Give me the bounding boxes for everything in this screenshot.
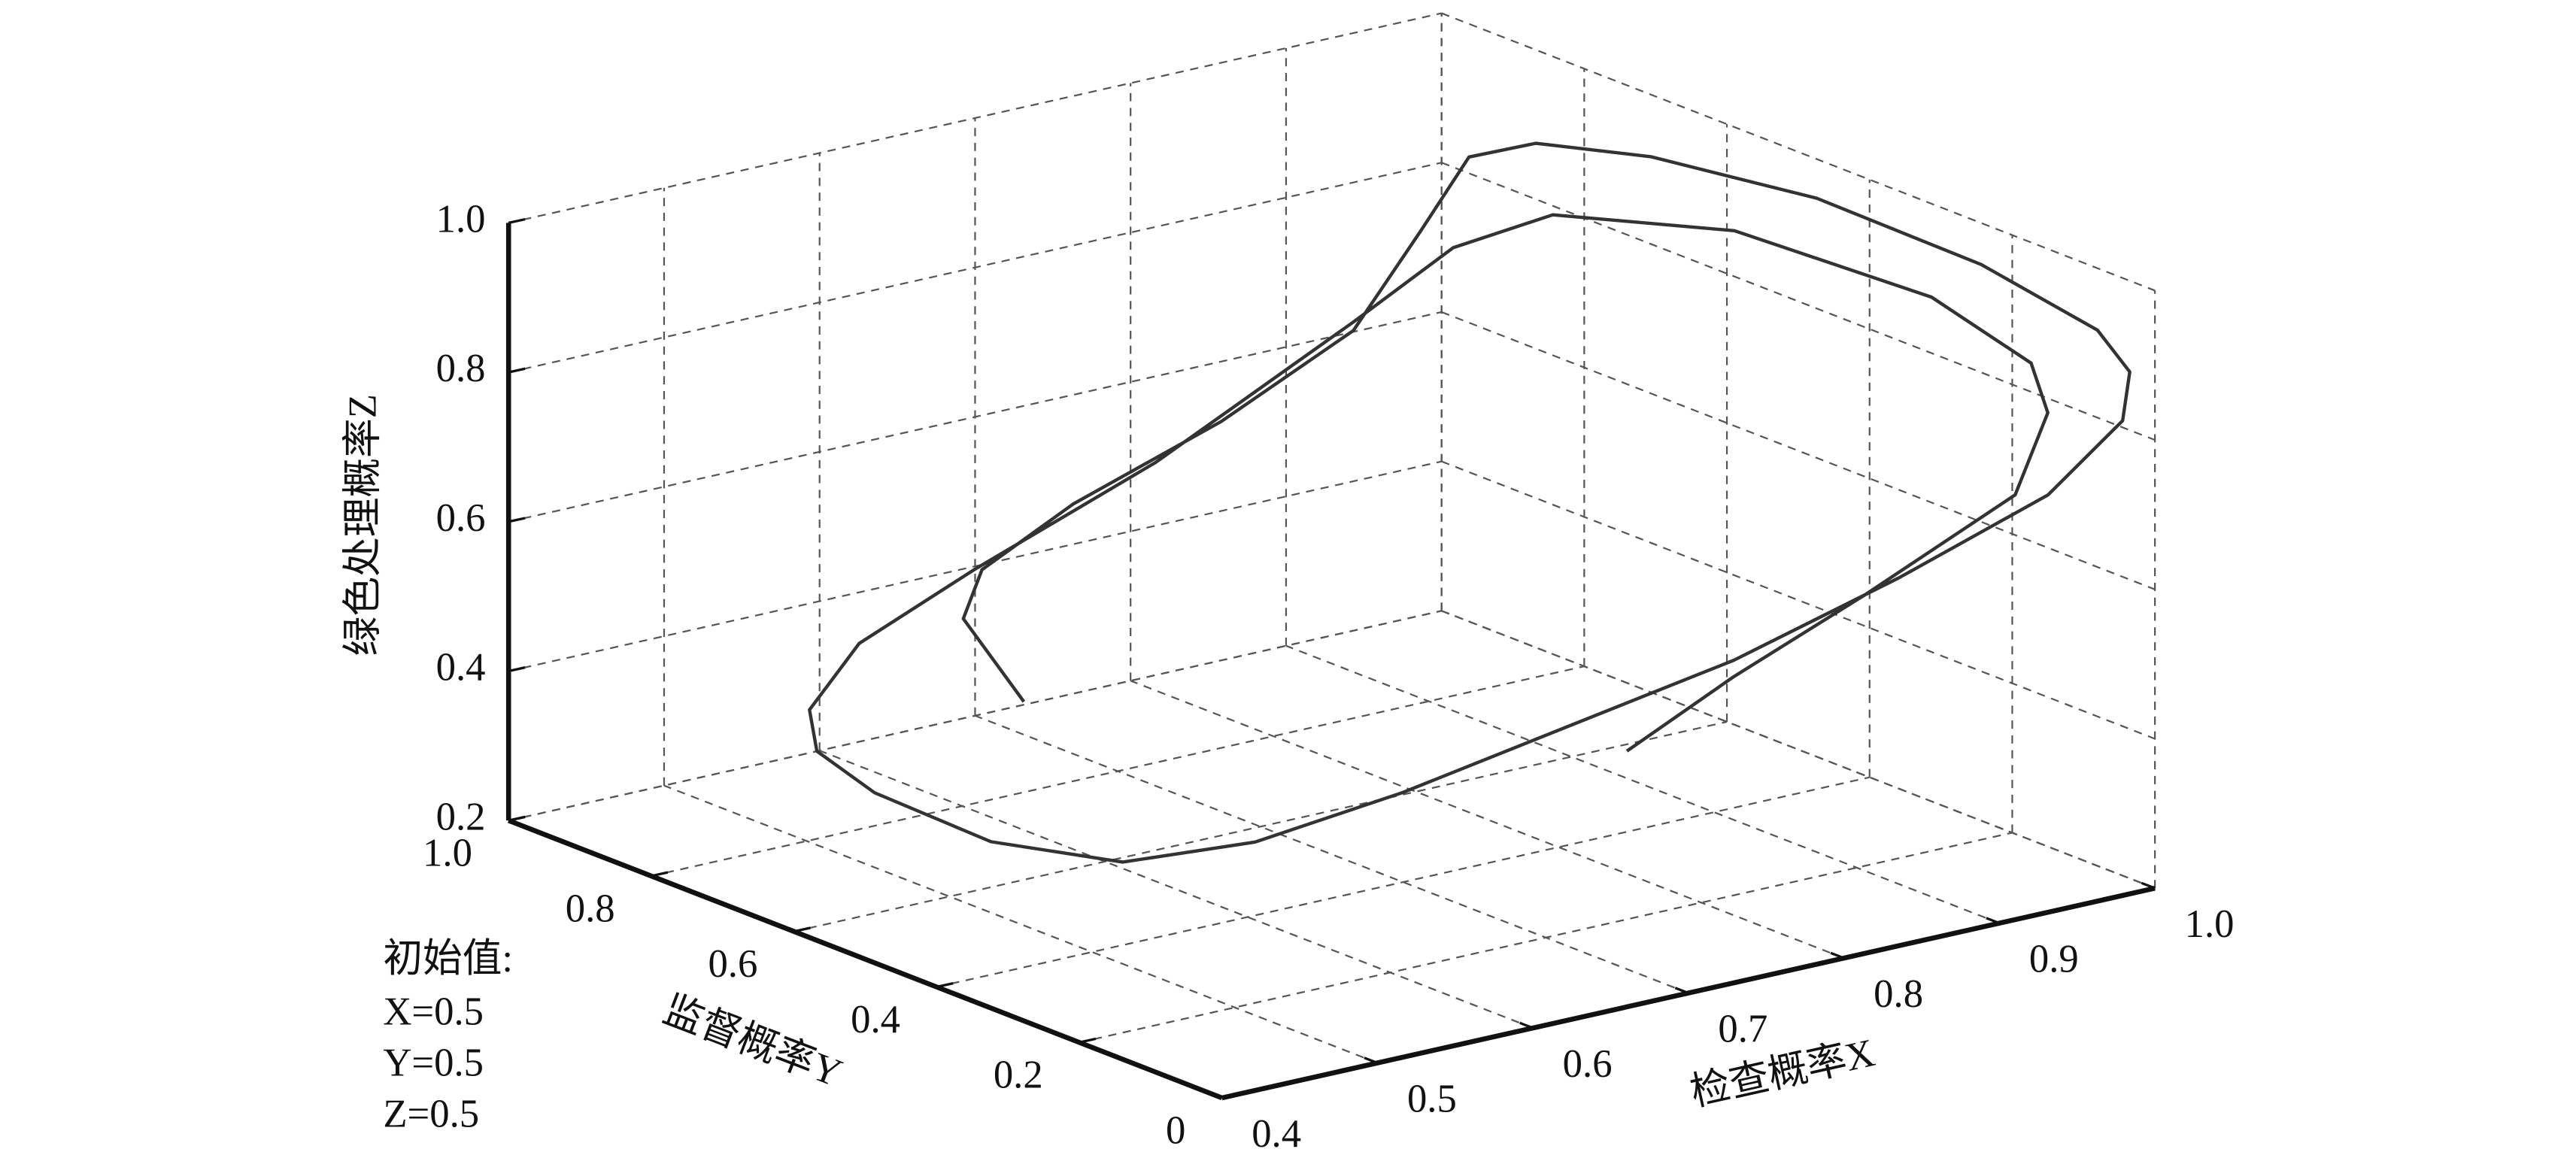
y-axis-label: 监督概率Y bbox=[657, 988, 848, 1096]
plot bbox=[808, 141, 2131, 864]
axes: 0.40.50.60.70.80.91.000.20.40.60.81.00.2… bbox=[423, 197, 2234, 1155]
z-tick-label: 1.0 bbox=[436, 197, 486, 241]
annotation: Y=0.5 bbox=[383, 1041, 484, 1084]
y-tick-label: 0.8 bbox=[566, 887, 615, 930]
x-tick-label: 1.0 bbox=[2185, 902, 2235, 946]
x-tick-label: 0.4 bbox=[1252, 1112, 1301, 1155]
grid-line bbox=[1285, 644, 2000, 924]
y-tick-label: 0.4 bbox=[851, 998, 900, 1041]
grid-line bbox=[1441, 610, 2156, 890]
grid-line bbox=[508, 460, 1442, 672]
grid-line bbox=[819, 750, 1534, 1029]
grid-line bbox=[1441, 610, 2156, 890]
x-tick-label: 0.7 bbox=[1718, 1007, 1767, 1050]
tick-mark bbox=[508, 217, 526, 225]
grid-line bbox=[508, 311, 1442, 523]
x-axis-label: 检查概率X bbox=[1686, 1031, 1878, 1114]
grid-line bbox=[1079, 832, 2013, 1044]
x-tick-label: 0.8 bbox=[1874, 972, 1923, 1016]
x-tick-label: 0.6 bbox=[1563, 1042, 1613, 1086]
tick-mark bbox=[508, 367, 526, 374]
trajectory bbox=[808, 141, 2131, 864]
annotation: Z=0.5 bbox=[383, 1092, 479, 1135]
x-axis bbox=[1221, 885, 2156, 1101]
z-tick-label: 0.8 bbox=[436, 347, 486, 390]
grid-line bbox=[1441, 460, 2156, 740]
grid-line bbox=[1441, 12, 2156, 292]
grid-line bbox=[936, 776, 1871, 988]
grid-line bbox=[1130, 680, 1845, 959]
grid-line bbox=[508, 610, 1442, 822]
z-tick-label: 0.4 bbox=[436, 646, 486, 690]
tick-mark bbox=[508, 666, 526, 673]
y-tick-label: 0.2 bbox=[994, 1053, 1043, 1097]
grid-line bbox=[508, 12, 1442, 224]
x-tick-label: 0.5 bbox=[1407, 1077, 1457, 1120]
grid-line bbox=[651, 665, 1585, 878]
z-tick-label: 0.2 bbox=[436, 795, 486, 838]
y-tick-label: 0.6 bbox=[708, 942, 757, 986]
y-tick-label: 0 bbox=[1166, 1108, 1185, 1152]
grid bbox=[508, 12, 2156, 1099]
grid-line bbox=[508, 162, 1442, 374]
x-tick-label: 0.9 bbox=[2029, 937, 2079, 981]
tick-mark bbox=[508, 517, 526, 523]
y-axis bbox=[508, 818, 1223, 1101]
grid-line bbox=[1441, 311, 2156, 590]
y-tick-label: 1.0 bbox=[423, 832, 472, 875]
z-axis-label: 绿色处理概率Z bbox=[341, 394, 384, 656]
z-tick-label: 0.6 bbox=[436, 496, 486, 540]
annotation: X=0.5 bbox=[383, 990, 484, 1033]
grid-line bbox=[793, 720, 1728, 932]
annotation: 初始值: bbox=[383, 937, 513, 981]
